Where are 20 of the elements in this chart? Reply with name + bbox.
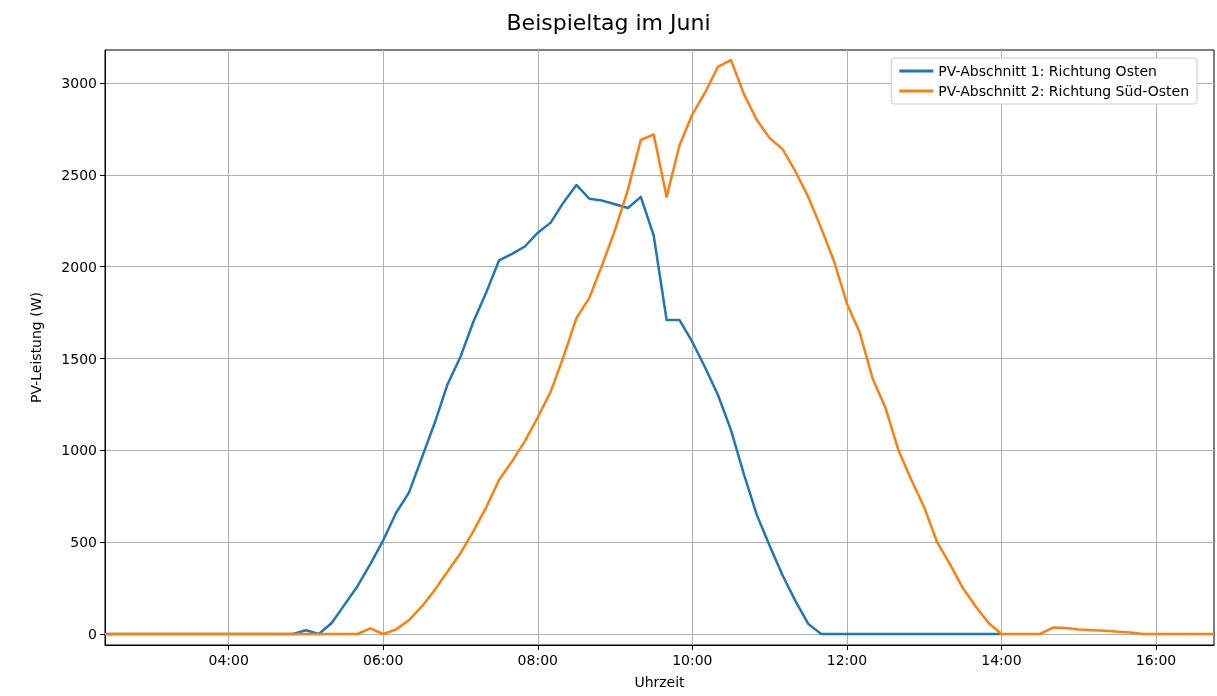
- y-tick-label: 1500: [61, 350, 97, 367]
- y-axis-title: PV-Leistung (W): [28, 292, 44, 403]
- chart-title: Beispieltag im Juni: [506, 9, 711, 35]
- x-tick-label: 04:00: [208, 652, 249, 668]
- legend-label: PV-Abschnitt 1: Richtung Osten: [938, 63, 1157, 79]
- legend-label: PV-Abschnitt 2: Richtung Süd-Osten: [938, 83, 1190, 99]
- y-tick-label: 3000: [61, 75, 97, 92]
- x-tick-label: 10:00: [672, 652, 713, 668]
- y-tick-label: 2500: [61, 166, 97, 183]
- x-tick-label: 06:00: [363, 652, 404, 668]
- y-tick-label: 2000: [61, 258, 97, 275]
- y-tick-label: 500: [70, 534, 97, 551]
- x-tick-label: 14:00: [981, 652, 1022, 668]
- line-series: [103, 58, 1216, 636]
- x-tick-label: 08:00: [517, 652, 558, 668]
- x-tick-label: 12:00: [826, 652, 868, 668]
- y-tick-label: 1000: [61, 442, 97, 459]
- x-axis-title: Uhrzeit: [634, 674, 686, 690]
- y-tick-label: 0: [88, 625, 97, 642]
- x-tick-label: 16:00: [1135, 652, 1177, 668]
